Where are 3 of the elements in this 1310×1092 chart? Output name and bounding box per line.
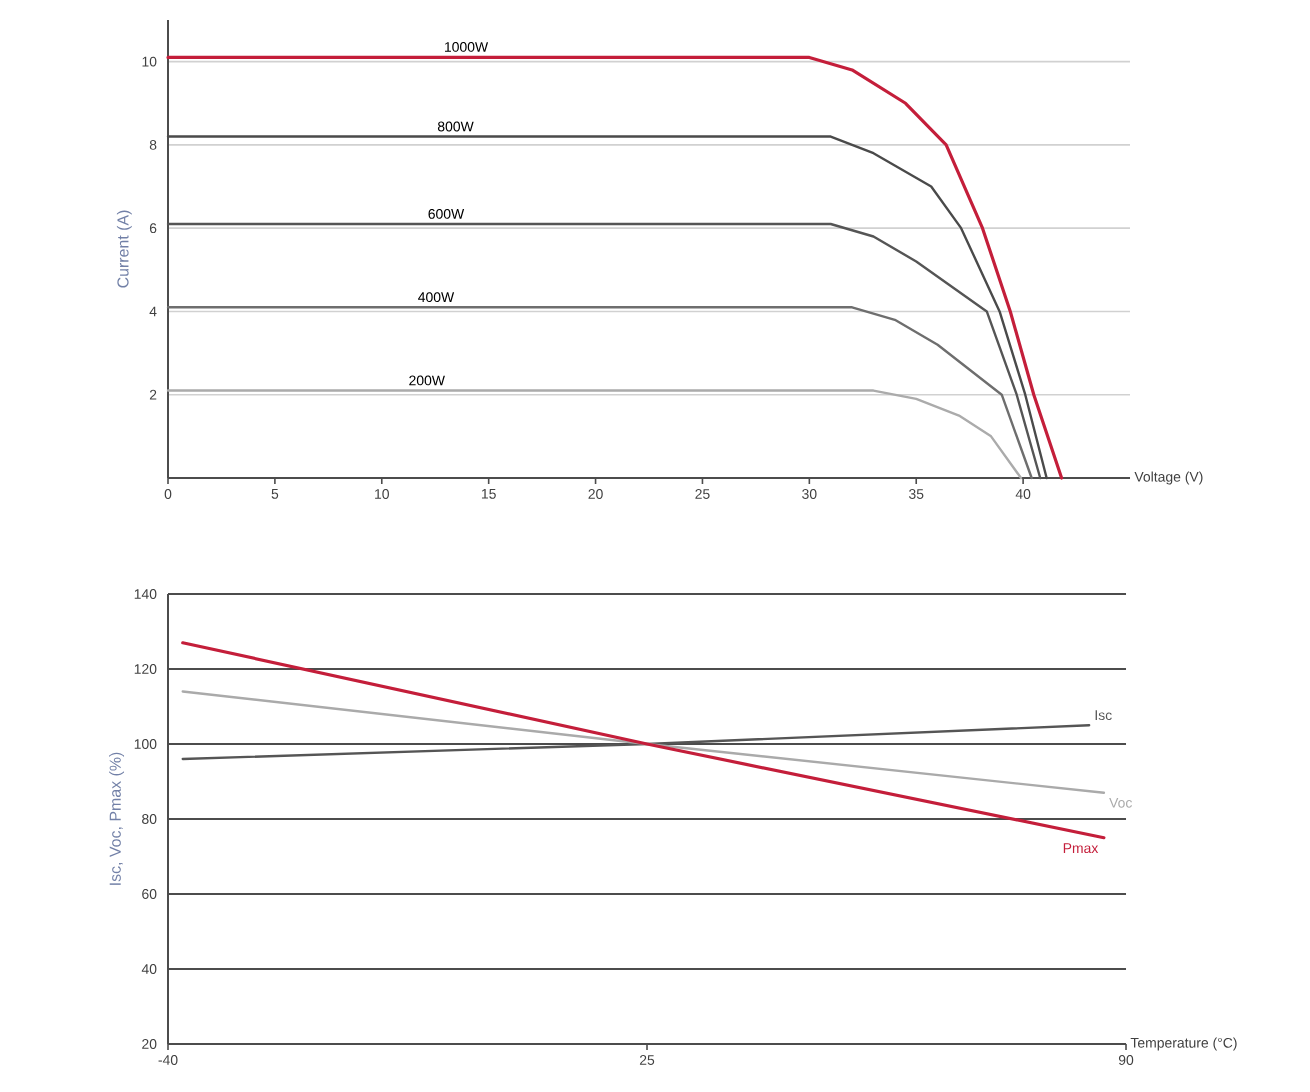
line-series bbox=[166, 306, 1033, 480]
line-series bbox=[166, 55, 1064, 480]
line-series bbox=[166, 389, 1023, 480]
